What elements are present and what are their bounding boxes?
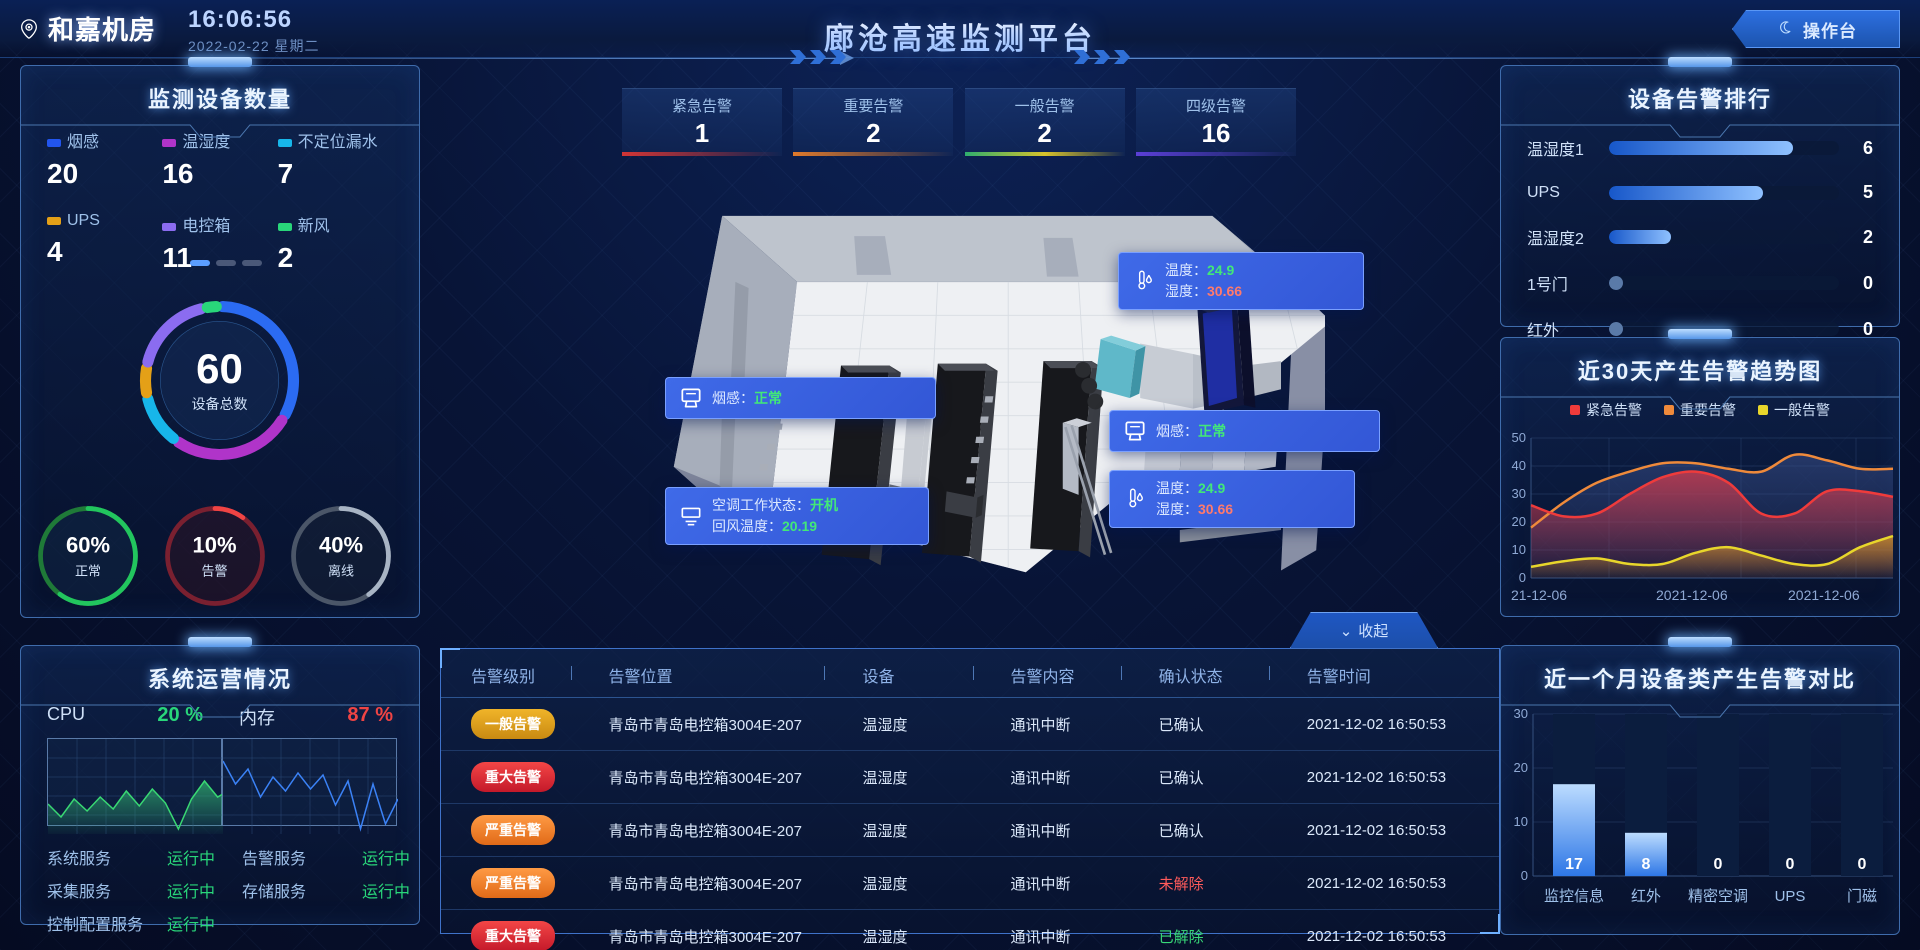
svg-text:0: 0 [1521, 868, 1528, 883]
svg-text:门磁: 门磁 [1847, 888, 1877, 905]
svg-text:21-12-06: 21-12-06 [1511, 587, 1567, 603]
svg-text:0: 0 [1858, 856, 1867, 873]
svg-text:红外: 红外 [1631, 888, 1661, 905]
svg-text:UPS: UPS [1775, 888, 1806, 905]
svg-text:精密空调: 精密空调 [1688, 888, 1748, 905]
svg-text:20: 20 [1512, 514, 1526, 529]
svg-text:2021-12-06: 2021-12-06 [1656, 587, 1728, 603]
svg-text:2021-12-06: 2021-12-06 [1788, 587, 1860, 603]
svg-text:0: 0 [1786, 856, 1795, 873]
svg-text:10: 10 [1512, 542, 1526, 557]
svg-text:监控信息: 监控信息 [1544, 888, 1604, 905]
svg-text:20: 20 [1514, 760, 1528, 775]
svg-text:0: 0 [1519, 570, 1526, 585]
svg-text:0: 0 [1714, 856, 1723, 873]
svg-text:17: 17 [1565, 856, 1583, 873]
svg-text:8: 8 [1642, 856, 1651, 873]
svg-text:10: 10 [1514, 814, 1528, 829]
svg-text:40: 40 [1512, 458, 1526, 473]
svg-text:30: 30 [1512, 486, 1526, 501]
svg-text:50: 50 [1512, 430, 1526, 445]
